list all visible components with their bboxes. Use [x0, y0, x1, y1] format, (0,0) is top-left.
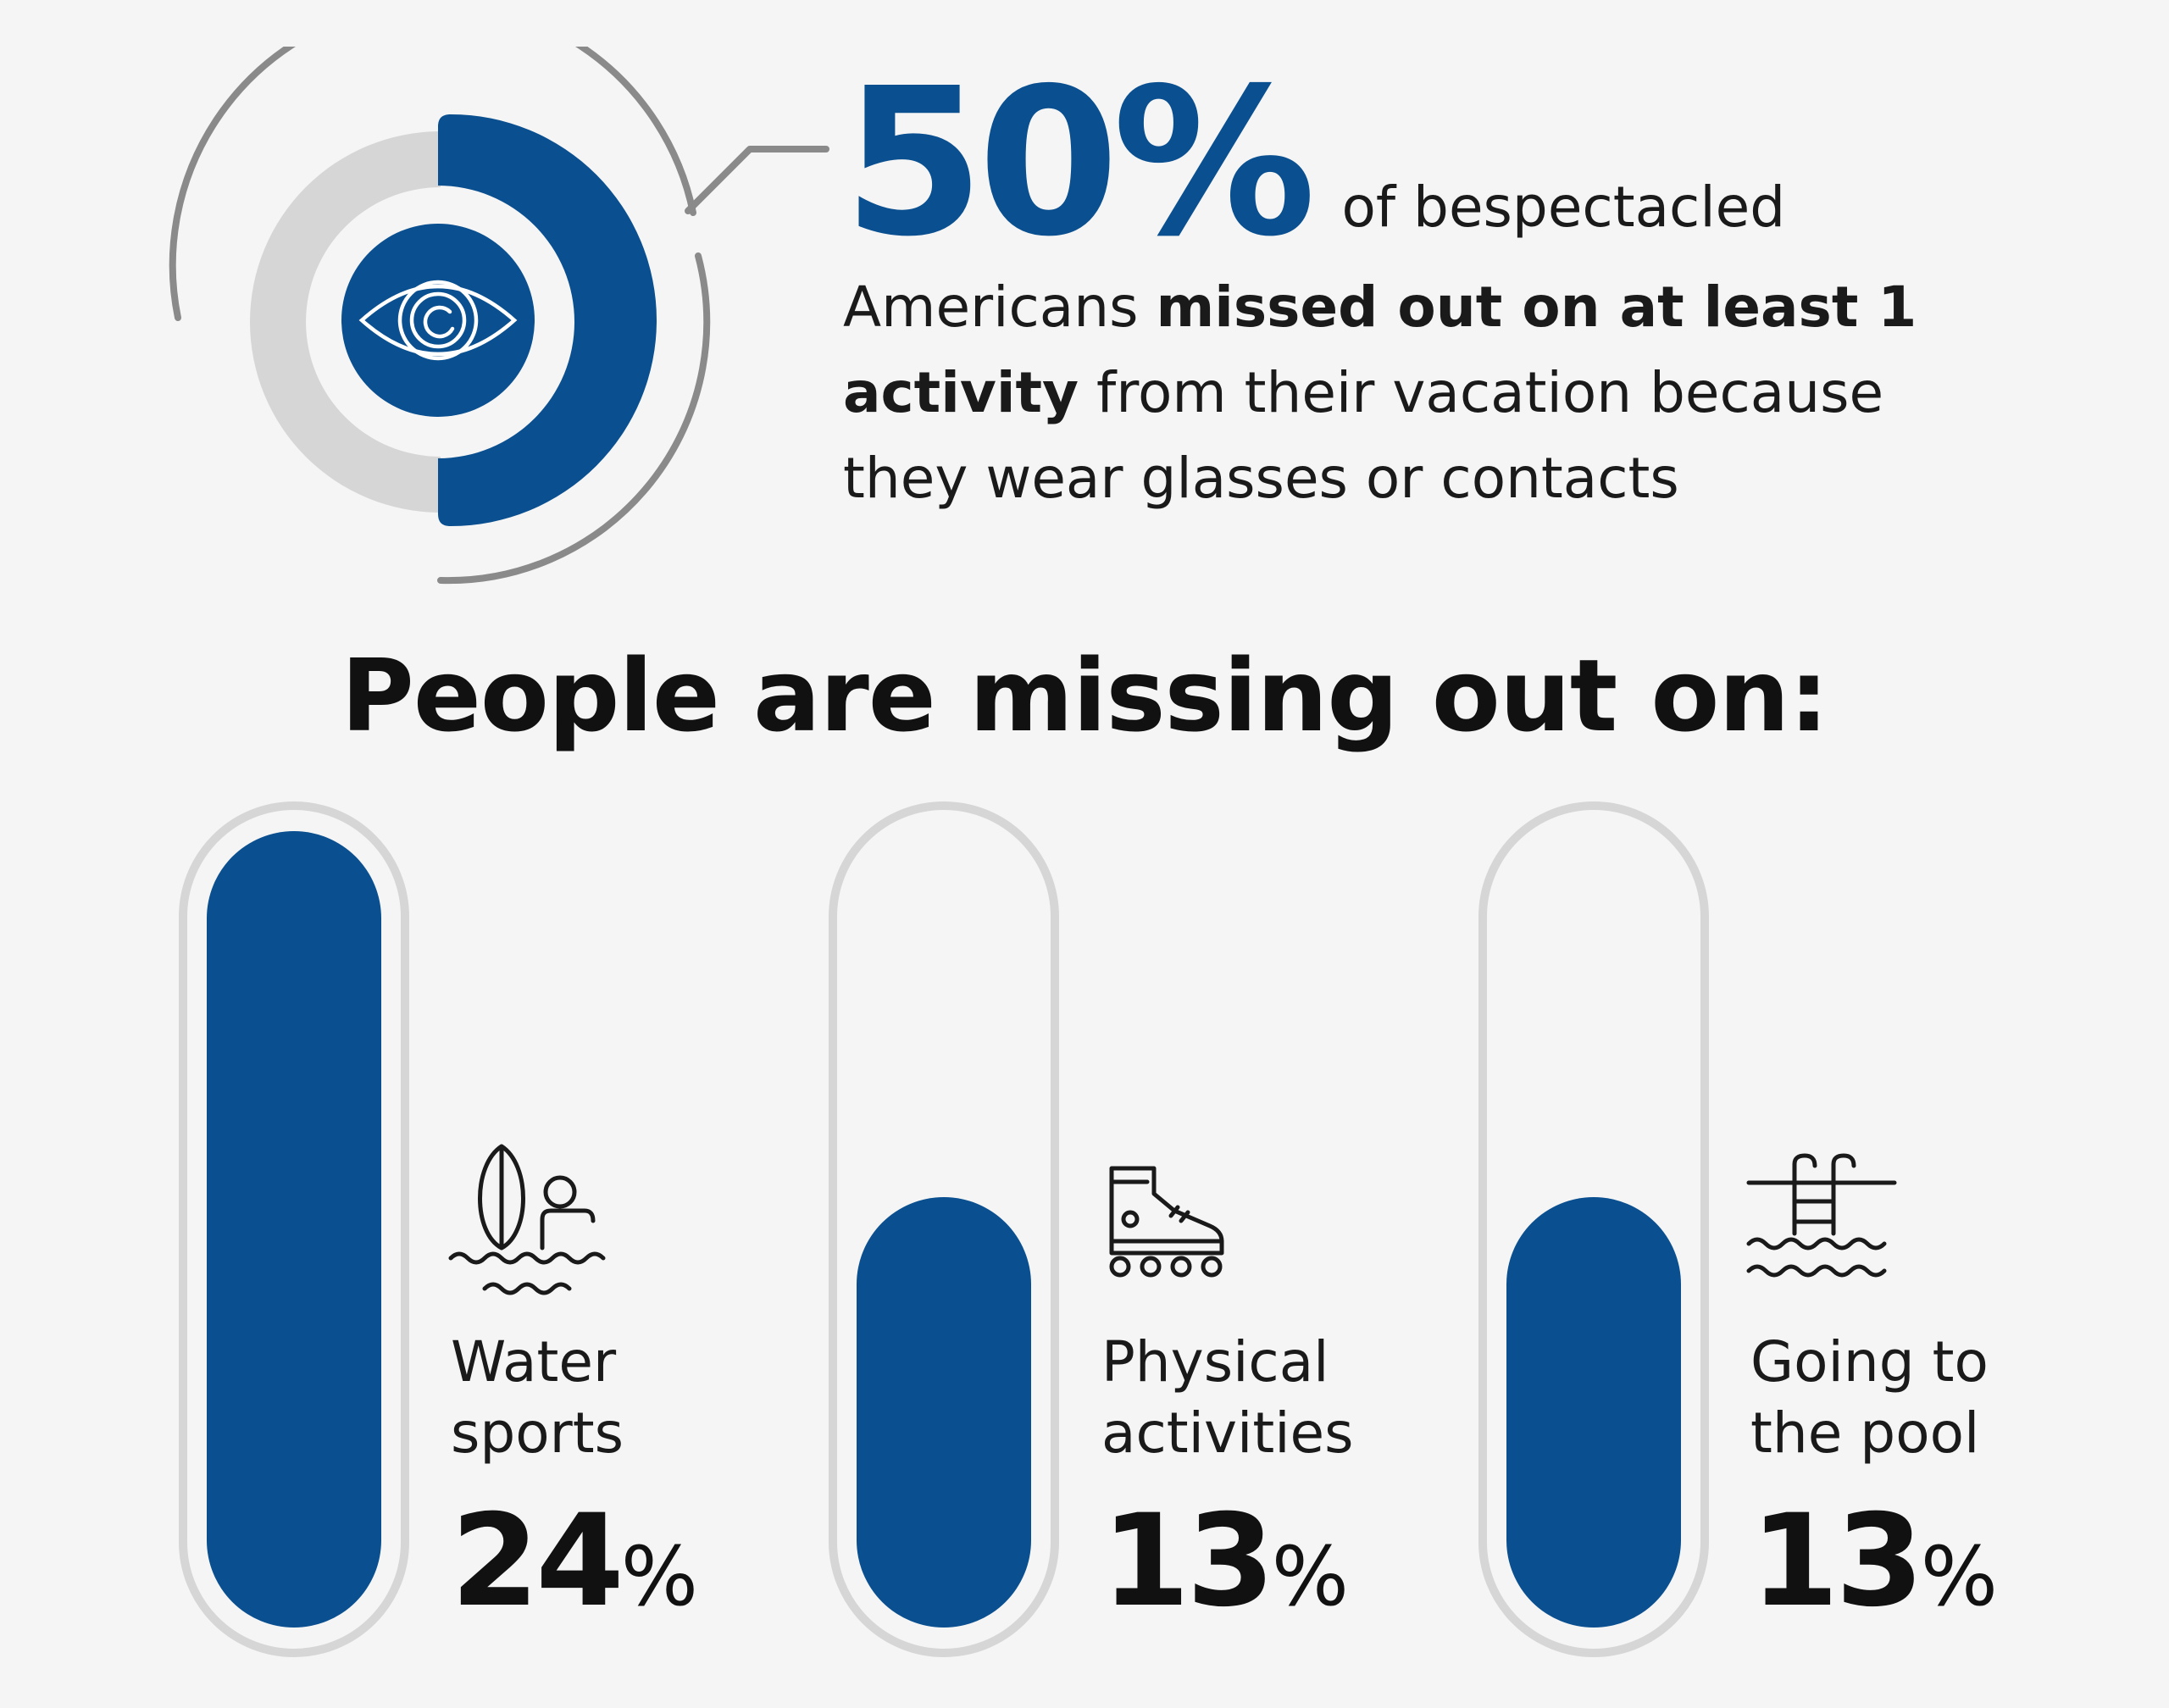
- meter-track: [829, 801, 1059, 1657]
- activity-label-physical-activities: Physical activities: [1101, 1327, 1354, 1469]
- activity-value-water-sports: 24%: [451, 1498, 698, 1625]
- value-unit: %: [1920, 1529, 1998, 1624]
- surfboard-swimmer-icon: [448, 1144, 606, 1295]
- connector-line: [685, 146, 829, 214]
- label-line: activities: [1101, 1400, 1354, 1466]
- meter-fill: [207, 831, 381, 1628]
- meter-fill: [857, 1197, 1031, 1628]
- donut-fill: [438, 114, 657, 526]
- eye-badge: [341, 224, 535, 417]
- label-line: Going to: [1750, 1329, 1989, 1395]
- label-line: Water: [451, 1329, 617, 1395]
- section-title: People are missing out on:: [341, 637, 1828, 754]
- donut-gauge: [169, 47, 829, 585]
- label-line: sports: [451, 1400, 624, 1466]
- activity-value-physical-activities: 13%: [1101, 1498, 1349, 1625]
- headline-line1-bold: missed out on at least 1: [1156, 274, 1917, 340]
- outer-ring-right-arc: [437, 252, 711, 585]
- value-unit: %: [1271, 1529, 1349, 1624]
- pool-ladder-icon: [1746, 1153, 1897, 1278]
- activity-label-water-sports: Water sports: [451, 1327, 624, 1469]
- eye-icon: [358, 280, 518, 361]
- label-line: Physical: [1101, 1329, 1329, 1395]
- value-number: 13: [1101, 1488, 1275, 1635]
- meter-physical-activities: [829, 801, 1059, 1657]
- headline-line1-regular: Americans: [843, 274, 1157, 340]
- headline-line3: they wear glasses or contacts: [843, 446, 1679, 511]
- meter-fill: [1506, 1197, 1681, 1628]
- meter-track: [1478, 801, 1709, 1657]
- meter-track: [179, 801, 409, 1657]
- activity-value-going-to-the-pool: 13%: [1750, 1498, 1998, 1625]
- donut-track: [250, 131, 441, 513]
- value-unit: %: [620, 1529, 698, 1624]
- headline-line2-regular: from their vacation because: [1079, 360, 1884, 425]
- meter-going-to-the-pool: [1478, 801, 1709, 1657]
- headline-line2-bold: activity: [843, 360, 1079, 425]
- headline-stat: 50% of bespectacled Americans missed out …: [843, 61, 2063, 521]
- rollerblade-icon: [1109, 1166, 1224, 1278]
- outer-ring-left-arc: [169, 47, 696, 321]
- value-number: 13: [1750, 1488, 1924, 1635]
- value-number: 24: [451, 1488, 624, 1635]
- meter-water-sports: [179, 801, 409, 1657]
- label-line: the pool: [1750, 1400, 1980, 1466]
- headline-intro: of bespectacled: [1341, 175, 1786, 240]
- activity-label-going-to-the-pool: Going to the pool: [1750, 1327, 1989, 1469]
- headline-percent: 50%: [843, 44, 1316, 281]
